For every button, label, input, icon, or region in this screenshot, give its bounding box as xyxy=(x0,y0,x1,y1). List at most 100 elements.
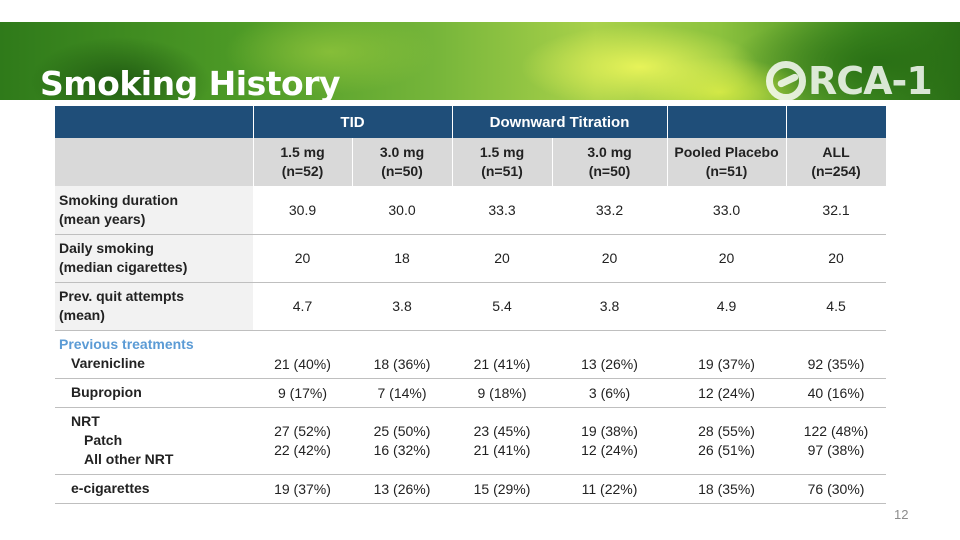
table-cell: 15 (29%) xyxy=(452,474,553,504)
row-label: Daily smoking (median cigarettes) xyxy=(55,234,253,283)
column-n: (n=50) xyxy=(588,163,631,179)
row-label-line: Daily smoking xyxy=(59,240,154,256)
table-cell: 30.0 xyxy=(352,186,453,235)
group-header-row: TID Downward Titration xyxy=(55,106,887,138)
table-cell: 4.7 xyxy=(253,282,352,331)
table-cell: 33.3 xyxy=(452,186,553,235)
patch-value: 27 (52%) xyxy=(274,422,331,439)
column-dose: Pooled Placebo xyxy=(674,144,779,160)
column-n: (n=52) xyxy=(281,163,324,179)
table-cell: 20 xyxy=(253,234,352,283)
table-cell: 4.5 xyxy=(786,282,887,331)
table-cell: 3 (6%) xyxy=(552,378,668,408)
table-cell: 20 xyxy=(667,234,787,283)
patch-value: 122 (48%) xyxy=(803,422,869,439)
table-cell: 28 (55%) 26 (51%) xyxy=(667,407,787,475)
row-label-line: Smoking duration xyxy=(59,191,178,208)
table-cell: 19 (37%) xyxy=(253,474,352,504)
logo-text: RCA-1 xyxy=(808,59,933,103)
row-label: Previous treatments Varenicline xyxy=(55,330,253,379)
row-label-line: (mean years) xyxy=(59,210,146,227)
table-cell: 18 xyxy=(352,234,453,283)
table-cell: 20 xyxy=(452,234,553,283)
table-cell: 23 (45%) 21 (41%) xyxy=(452,407,553,475)
table-row-smoking-duration: Smoking duration (mean years) 30.9 30.0 3… xyxy=(55,186,887,235)
row-label-nrt: NRT xyxy=(71,413,100,429)
patch-value: 25 (50%) xyxy=(373,422,431,439)
table-cell: 92 (35%) xyxy=(786,330,887,379)
table-cell: 30.9 xyxy=(253,186,352,235)
table-row-ecigarettes: e-cigarettes 19 (37%) 13 (26%) 15 (29%) … xyxy=(55,474,887,504)
column-header: ALL (n=254) xyxy=(786,138,887,186)
other-nrt-value: 97 (38%) xyxy=(807,441,865,458)
column-n: (n=51) xyxy=(481,163,523,179)
row-label-patch: Patch xyxy=(84,432,123,448)
table-cell: 33.2 xyxy=(552,186,668,235)
table-cell: 3.8 xyxy=(352,282,453,331)
other-nrt-value: 26 (51%) xyxy=(698,441,755,458)
table-row-bupropion: Bupropion 9 (17%) 7 (14%) 9 (18%) 3 (6%)… xyxy=(55,378,887,408)
table-cell: 7 (14%) xyxy=(352,378,453,408)
column-dose: 3.0 mg xyxy=(379,144,425,160)
table-cell: 76 (30%) xyxy=(786,474,887,504)
orca-logo: RCA-1 xyxy=(766,59,933,103)
table-cell: 32.1 xyxy=(786,186,887,235)
table-cell: 4.9 xyxy=(667,282,787,331)
table-cell: 19 (37%) xyxy=(667,330,787,379)
table-cell: 5.4 xyxy=(452,282,553,331)
table-cell: 12 (24%) xyxy=(667,378,787,408)
table-row-quit-attempts: Prev. quit attempts (mean) 4.7 3.8 5.4 3.… xyxy=(55,282,887,331)
table-cell: 20 xyxy=(552,234,668,283)
other-nrt-value: 22 (42%) xyxy=(274,441,331,458)
column-header: 3.0 mg (n=50) xyxy=(552,138,668,186)
title-banner: Smoking History RCA-1 xyxy=(0,22,960,103)
column-header-row: 1.5 mg (n=52) 3.0 mg (n=50) 1.5 mg (n=51) 3… xyxy=(55,138,887,186)
slide-title: Smoking History xyxy=(40,64,341,103)
row-label: e-cigarettes xyxy=(55,474,253,504)
row-label-line: (median cigarettes) xyxy=(59,259,188,275)
table-row-varenicline: Previous treatments Varenicline 21 (40%)… xyxy=(55,330,887,379)
table-cell: 13 (26%) xyxy=(352,474,453,504)
other-nrt-value: 12 (24%) xyxy=(581,441,638,458)
table-row-nrt: NRT Patch All other NRT 27 (52%) 22 (42%)… xyxy=(55,407,887,475)
column-header-blank xyxy=(55,138,254,186)
column-n: (n=50) xyxy=(381,163,423,179)
page-number: 12 xyxy=(894,507,909,522)
row-label: Bupropion xyxy=(55,378,253,408)
table-cell: 21 (40%) xyxy=(253,330,352,379)
row-label-bupropion: Bupropion xyxy=(71,384,142,400)
table-cell: 122 (48%) 97 (38%) xyxy=(786,407,887,475)
column-dose: ALL xyxy=(822,144,850,160)
table-cell: 19 (38%) 12 (24%) xyxy=(552,407,668,475)
header-blank xyxy=(55,106,254,138)
previous-treatments-heading: Previous treatments xyxy=(59,336,194,352)
row-label-line: Prev. quit attempts xyxy=(59,288,184,304)
group-header-blank-placebo xyxy=(667,106,787,138)
patch-value: 28 (55%) xyxy=(698,422,755,439)
other-nrt-value: 21 (41%) xyxy=(473,441,531,458)
table-cell: 11 (22%) xyxy=(552,474,668,504)
patch-value: 23 (45%) xyxy=(473,422,531,439)
group-header-blank-all xyxy=(786,106,887,138)
orca-logo-icon xyxy=(766,61,806,101)
table-cell: 40 (16%) xyxy=(786,378,887,408)
table-cell: 27 (52%) 22 (42%) xyxy=(253,407,352,475)
row-label: NRT Patch All other NRT xyxy=(55,407,253,475)
row-label-ecigarettes: e-cigarettes xyxy=(71,480,150,496)
row-label: Smoking duration (mean years) xyxy=(55,186,253,235)
table-cell: 18 (35%) xyxy=(667,474,787,504)
table-cell: 20 xyxy=(786,234,887,283)
row-label-varenicline: Varenicline xyxy=(71,355,145,371)
column-header: 3.0 mg (n=50) xyxy=(352,138,453,186)
column-header: 1.5 mg (n=51) xyxy=(452,138,553,186)
other-nrt-value: 16 (32%) xyxy=(373,441,431,458)
group-header-downward: Downward Titration xyxy=(452,106,668,138)
smoking-history-table: TID Downward Titration 1.5 mg (n=52) 3.0 … xyxy=(55,106,887,504)
table-cell: 18 (36%) xyxy=(352,330,453,379)
table-cell: 3.8 xyxy=(552,282,668,331)
table-cell: 13 (26%) xyxy=(552,330,668,379)
table-cell: 25 (50%) 16 (32%) xyxy=(352,407,453,475)
row-label-other-nrt: All other NRT xyxy=(84,451,174,467)
row-label-line: (mean) xyxy=(59,307,105,323)
table-cell: 33.0 xyxy=(667,186,787,235)
